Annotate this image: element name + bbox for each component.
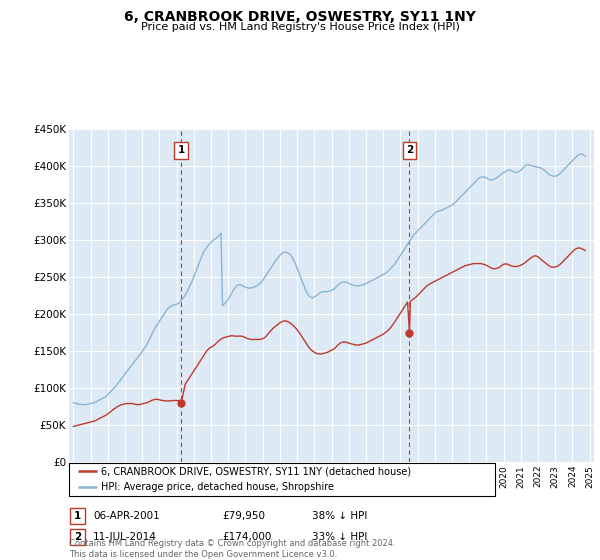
Text: 06-APR-2001: 06-APR-2001 — [93, 511, 160, 521]
Text: 38% ↓ HPI: 38% ↓ HPI — [312, 511, 367, 521]
Text: Contains HM Land Registry data © Crown copyright and database right 2024.
This d: Contains HM Land Registry data © Crown c… — [69, 539, 395, 559]
Text: £79,950: £79,950 — [222, 511, 265, 521]
Text: HPI: Average price, detached house, Shropshire: HPI: Average price, detached house, Shro… — [101, 483, 334, 492]
Text: 6, CRANBROOK DRIVE, OSWESTRY, SY11 1NY: 6, CRANBROOK DRIVE, OSWESTRY, SY11 1NY — [124, 10, 476, 24]
Text: 11-JUL-2014: 11-JUL-2014 — [93, 532, 157, 542]
Text: 1: 1 — [178, 146, 185, 156]
Text: 2: 2 — [74, 532, 81, 542]
Text: Price paid vs. HM Land Registry's House Price Index (HPI): Price paid vs. HM Land Registry's House … — [140, 22, 460, 32]
Text: 1: 1 — [74, 511, 81, 521]
Text: 33% ↓ HPI: 33% ↓ HPI — [312, 532, 367, 542]
Text: 2: 2 — [406, 146, 413, 156]
Text: £174,000: £174,000 — [222, 532, 271, 542]
Text: 6, CRANBROOK DRIVE, OSWESTRY, SY11 1NY (detached house): 6, CRANBROOK DRIVE, OSWESTRY, SY11 1NY (… — [101, 466, 411, 476]
